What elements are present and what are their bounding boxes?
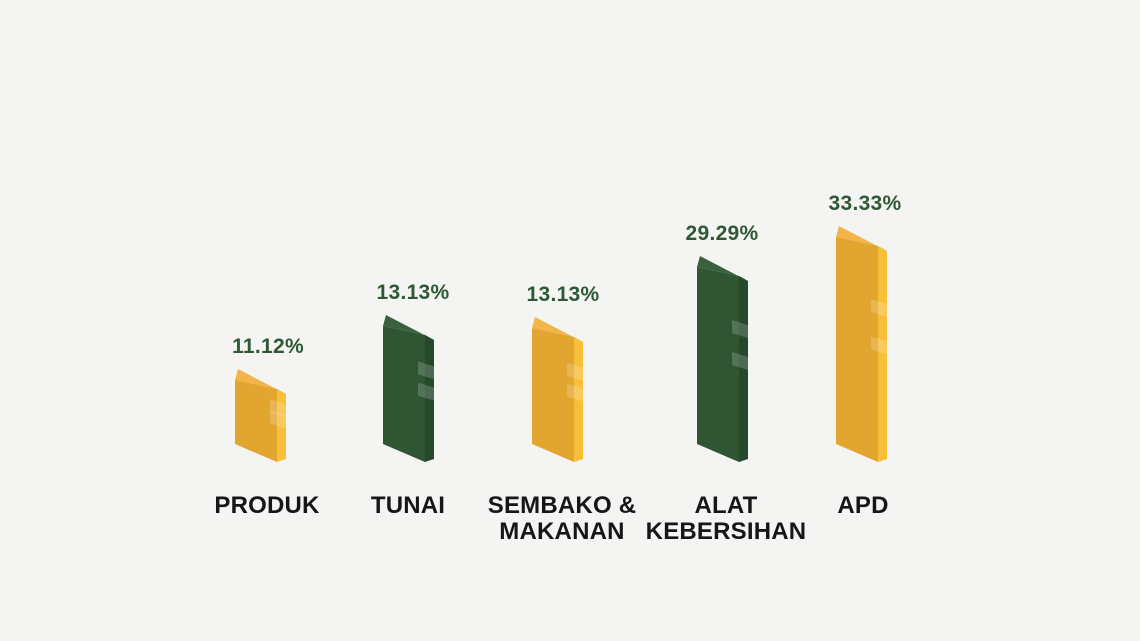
bar-value-label-apd: 33.33% xyxy=(828,192,902,215)
bar-category-label-sembako-makanan: SEMBAKO & MAKANAN xyxy=(487,492,637,545)
bar-side-face xyxy=(739,276,748,462)
bar-highlight-band xyxy=(732,351,748,370)
bar-front-face xyxy=(383,326,425,462)
bar-side-face xyxy=(878,246,887,462)
bar-side-face xyxy=(425,335,434,462)
bar-top-face xyxy=(383,315,434,340)
bar-highlight-band xyxy=(732,320,748,339)
bar-value-label-alat-kebersihan: 29.29% xyxy=(685,222,759,245)
bar-highlight-band xyxy=(567,383,583,402)
bar-front-face xyxy=(836,237,878,462)
bar-category-label-tunai: TUNAI xyxy=(370,492,446,519)
bar-front-face xyxy=(532,328,574,462)
bar-group-apd xyxy=(836,226,887,462)
bar-highlight-band xyxy=(270,410,286,429)
bar-group-alat-kebersihan xyxy=(697,256,748,462)
bar-highlight-band xyxy=(871,336,887,355)
bar-value-label-sembako-makanan: 13.13% xyxy=(526,283,600,306)
bar-top-face xyxy=(532,317,583,342)
bar-front-face xyxy=(235,380,277,462)
bar-category-label-produk: PRODUK xyxy=(214,492,320,519)
bar-top-face xyxy=(235,369,286,394)
bar-front-face xyxy=(697,267,739,462)
bar-value-label-tunai: 13.13% xyxy=(376,281,450,304)
bar-side-face xyxy=(574,337,583,462)
bar-group-sembako-makanan xyxy=(532,317,583,462)
bar-highlight-band xyxy=(270,399,286,418)
bar-category-label-alat-kebersihan: ALAT KEBERSIHAN xyxy=(645,492,807,545)
bar-top-face xyxy=(836,226,887,251)
bar-highlight-band xyxy=(567,362,583,381)
bar-value-label-produk: 11.12% xyxy=(232,335,304,358)
bar-group-tunai xyxy=(383,315,434,462)
bar-side-face xyxy=(277,389,286,462)
bar-highlight-band xyxy=(418,361,434,380)
bar-category-label-apd: APD xyxy=(837,492,889,519)
bar-group-produk xyxy=(235,369,286,462)
bar-highlight-band xyxy=(418,382,434,401)
bar-highlight-band xyxy=(871,299,887,318)
bar-top-face xyxy=(697,256,748,281)
